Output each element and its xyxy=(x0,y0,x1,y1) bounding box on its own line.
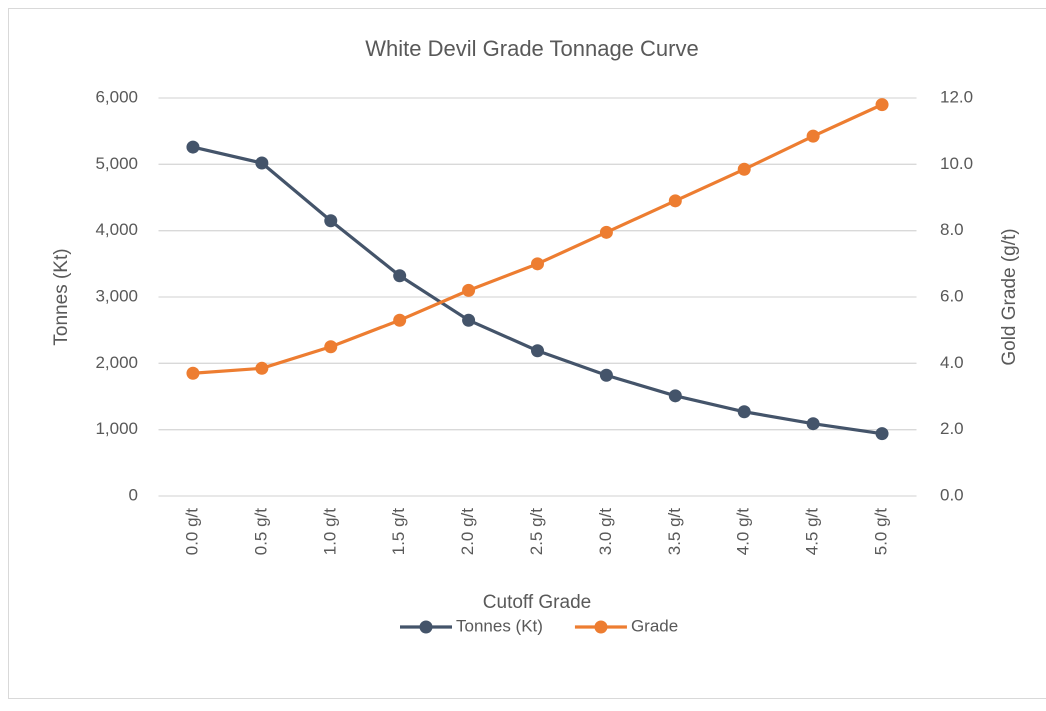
y-tick-label: 4,000 xyxy=(95,220,138,239)
point xyxy=(875,427,889,441)
point xyxy=(737,162,751,176)
point xyxy=(393,313,407,327)
legend-marker xyxy=(419,620,433,634)
point xyxy=(186,366,200,380)
x-tick-label: 3.0 g/t xyxy=(596,508,615,556)
point xyxy=(531,257,544,271)
x-axis-title: Cutoff Grade xyxy=(483,592,591,613)
y2-tick-label: 2.0 xyxy=(940,419,964,438)
y2-tick-label: 4.0 xyxy=(940,353,964,372)
y2-tick-label: 6.0 xyxy=(940,286,964,305)
point xyxy=(324,340,338,354)
point xyxy=(737,405,751,419)
x-tick-label: 5.0 g/t xyxy=(872,508,891,556)
y-axis-title: Tonnes (Kt) xyxy=(51,248,72,345)
x-tick-label: 0.0 g/t xyxy=(182,508,201,556)
point xyxy=(462,283,476,297)
y-tick-label: 1,000 xyxy=(95,419,138,438)
point xyxy=(255,361,269,375)
point xyxy=(324,214,338,228)
x-tick-label: 4.5 g/t xyxy=(803,508,822,556)
legend-label: Grade xyxy=(631,616,678,635)
y-tick-label: 2,000 xyxy=(95,353,138,372)
x-tick-label: 0.5 g/t xyxy=(251,508,270,556)
y-tick-label: 5,000 xyxy=(95,154,138,173)
x-tick-label: 1.0 g/t xyxy=(320,508,339,556)
chart-border xyxy=(8,8,1046,699)
point xyxy=(806,417,820,431)
point xyxy=(599,225,613,239)
x-tick-label: 1.5 g/t xyxy=(389,508,408,556)
point xyxy=(875,98,889,112)
point xyxy=(393,269,407,283)
y2-tick-label: 8.0 xyxy=(940,220,964,239)
point xyxy=(668,194,682,208)
y-tick-label: 3,000 xyxy=(95,286,138,305)
y2-tick-label: 12.0 xyxy=(940,87,973,106)
x-tick-label: 2.5 g/t xyxy=(527,508,546,556)
point xyxy=(806,129,820,143)
point xyxy=(255,156,269,170)
y2-tick-label: 0.0 xyxy=(940,485,964,504)
y-tick-label: 0 xyxy=(129,485,138,504)
x-tick-label: 4.0 g/t xyxy=(734,508,753,556)
point xyxy=(668,389,682,403)
y2-axis-title: Gold Grade (g/t) xyxy=(999,228,1020,365)
x-tick-label: 3.5 g/t xyxy=(665,508,684,556)
chart-title: White Devil Grade Tonnage Curve xyxy=(365,36,698,61)
legend-label: Tonnes (Kt) xyxy=(456,616,543,635)
legend-marker xyxy=(594,620,608,634)
y2-tick-label: 10.0 xyxy=(940,154,973,173)
point xyxy=(462,313,476,327)
x-tick-label: 2.0 g/t xyxy=(458,508,477,556)
point xyxy=(531,344,544,358)
point xyxy=(599,368,613,382)
y-tick-label: 6,000 xyxy=(95,87,138,106)
point xyxy=(186,140,200,154)
